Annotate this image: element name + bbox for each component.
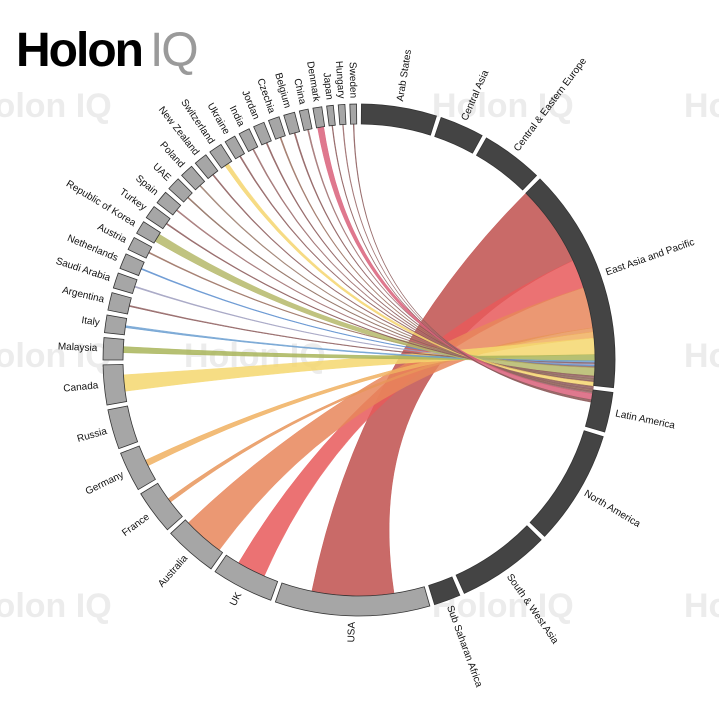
group-label: Austria (95, 222, 128, 246)
group-arc (170, 519, 224, 570)
watermark: Holon IQ (684, 587, 719, 625)
group-label: Germany (84, 470, 126, 498)
group-label: East Asia and Pacific (604, 237, 696, 278)
group-label: Malaysia (58, 341, 98, 354)
group-label: UAE (150, 162, 173, 184)
watermark: Holon IQ (684, 337, 719, 375)
chords (122, 123, 596, 597)
group-label: Arab States (395, 49, 414, 102)
group-arc (120, 445, 156, 491)
group-label: India (227, 104, 247, 129)
group-label: Sweden (347, 62, 359, 98)
group-arc (136, 221, 161, 244)
group-arc (326, 104, 336, 127)
group-arc (475, 137, 538, 191)
group-arc (455, 525, 542, 594)
group-arc (209, 143, 233, 169)
group-label: France (120, 511, 152, 539)
group-arc (119, 253, 145, 277)
group-arc (525, 178, 616, 389)
logo-suffix: IQ (150, 24, 197, 77)
group-arc (127, 236, 153, 259)
group-arc (104, 314, 128, 336)
watermark: Holon IQ (0, 87, 112, 125)
logo-main: Holon (16, 24, 142, 77)
group-arc (102, 364, 128, 406)
logo: Holon IQ (16, 24, 197, 77)
group-arc (434, 117, 483, 154)
group-arc (274, 582, 431, 617)
group-label: Canada (63, 380, 99, 394)
group-arc (107, 292, 132, 315)
group-label: Latin America (614, 408, 676, 431)
group-arc (253, 121, 272, 146)
group-label: North America (582, 488, 643, 530)
group-arc (214, 554, 279, 601)
group-arc (428, 576, 461, 606)
group-arc (145, 206, 171, 230)
group-label: Australia (156, 553, 190, 590)
group-arc (238, 128, 259, 153)
group-label: China (291, 78, 307, 106)
group-arc (349, 103, 358, 125)
group-arc (168, 178, 193, 203)
group-arc (112, 272, 138, 295)
group-arc (107, 405, 139, 450)
group-arc (156, 191, 182, 216)
group-arc (312, 106, 326, 129)
group-label: USA (346, 621, 358, 642)
group-arc (360, 103, 437, 136)
group-arc (337, 103, 347, 126)
group-arc (283, 111, 301, 135)
group-arc (529, 430, 604, 537)
arcs (102, 103, 616, 617)
watermark: Holon IQ (432, 87, 574, 125)
group-arc (181, 165, 206, 191)
group-arc (102, 337, 125, 361)
group-label: Russia (76, 426, 109, 445)
group-arc (194, 154, 219, 180)
group-arc (267, 116, 286, 140)
watermark: Holon IQ (0, 337, 112, 375)
group-arc (298, 108, 313, 131)
group-arc (140, 482, 183, 531)
group-label: Italy (81, 315, 101, 328)
watermark: Holon IQ (684, 87, 719, 125)
group-label: Argentina (61, 285, 106, 306)
group-label: Saudi Arabia (54, 256, 112, 284)
group-label: Hungary (333, 61, 347, 99)
group-arc (224, 135, 246, 160)
group-label: Japan (321, 72, 335, 100)
group-label: Spain (133, 173, 160, 198)
group-arc (584, 389, 614, 433)
group-label: UK (228, 590, 244, 608)
watermark: Holon IQ (0, 587, 112, 625)
